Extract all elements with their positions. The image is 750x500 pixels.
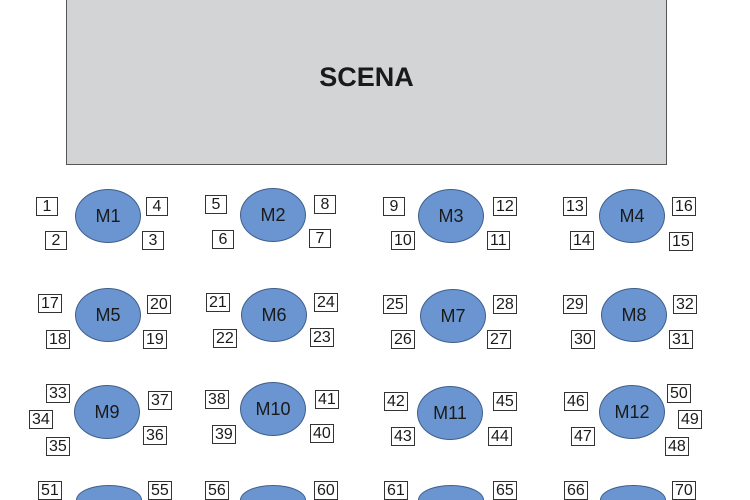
table-m1[interactable]: M1	[75, 189, 141, 243]
seat-40[interactable]: 40	[310, 424, 334, 443]
seat-42[interactable]: 42	[384, 392, 408, 411]
seat-33[interactable]: 33	[46, 384, 70, 403]
seat-43[interactable]: 43	[391, 427, 415, 446]
seat-44[interactable]: 44	[488, 427, 512, 446]
seat-55[interactable]: 55	[148, 481, 172, 500]
seat-37[interactable]: 37	[148, 391, 172, 410]
seat-11[interactable]: 11	[487, 231, 510, 250]
seat-25[interactable]: 25	[383, 295, 407, 314]
seat-19[interactable]: 19	[143, 330, 167, 349]
seat-5[interactable]: 5	[205, 195, 227, 214]
table-row4-4[interactable]	[600, 485, 666, 500]
seat-23[interactable]: 23	[310, 328, 334, 347]
seat-17[interactable]: 17	[38, 294, 62, 313]
seat-56[interactable]: 56	[205, 481, 229, 500]
seat-24[interactable]: 24	[314, 293, 338, 312]
seat-65[interactable]: 65	[493, 481, 517, 500]
seat-7[interactable]: 7	[309, 229, 331, 248]
seat-30[interactable]: 30	[571, 330, 595, 349]
seat-27[interactable]: 27	[487, 330, 511, 349]
seat-36[interactable]: 36	[143, 426, 167, 445]
seat-45[interactable]: 45	[493, 392, 517, 411]
seat-66[interactable]: 66	[564, 481, 588, 500]
seat-26[interactable]: 26	[391, 330, 415, 349]
seat-6[interactable]: 6	[212, 230, 234, 249]
table-m11[interactable]: M11	[417, 386, 483, 440]
seat-32[interactable]: 32	[673, 295, 697, 314]
seat-20[interactable]: 20	[147, 295, 171, 314]
seat-34[interactable]: 34	[29, 410, 53, 429]
table-m3[interactable]: M3	[418, 189, 484, 243]
seat-47[interactable]: 47	[571, 427, 595, 446]
seat-22[interactable]: 22	[213, 329, 237, 348]
seat-70[interactable]: 70	[672, 481, 696, 500]
table-m9[interactable]: M9	[74, 385, 140, 439]
seat-49[interactable]: 49	[678, 410, 702, 429]
table-m5[interactable]: M5	[75, 288, 141, 342]
table-m4[interactable]: M4	[599, 189, 665, 243]
table-row4-1[interactable]	[76, 485, 142, 500]
table-row4-2[interactable]	[240, 485, 306, 500]
seat-1[interactable]: 1	[36, 197, 58, 216]
seat-18[interactable]: 18	[46, 330, 70, 349]
seat-16[interactable]: 16	[672, 197, 696, 216]
seat-14[interactable]: 14	[570, 231, 594, 250]
table-row4-3[interactable]	[418, 485, 484, 500]
seat-9[interactable]: 9	[383, 197, 405, 216]
seat-48[interactable]: 48	[665, 437, 689, 456]
seat-51[interactable]: 51	[38, 481, 62, 500]
seat-29[interactable]: 29	[563, 295, 587, 314]
seat-3[interactable]: 3	[142, 231, 164, 250]
seat-12[interactable]: 12	[493, 197, 517, 216]
seat-39[interactable]: 39	[212, 425, 236, 444]
table-m8[interactable]: M8	[601, 288, 667, 342]
seat-46[interactable]: 46	[564, 392, 588, 411]
stage-label: SCENA	[319, 61, 414, 92]
stage: SCENA	[66, 0, 667, 165]
table-m12[interactable]: M12	[599, 385, 665, 439]
seat-4[interactable]: 4	[146, 197, 168, 216]
seat-38[interactable]: 38	[205, 390, 229, 409]
seat-60[interactable]: 60	[314, 481, 338, 500]
table-m10[interactable]: M10	[240, 382, 306, 436]
seat-15[interactable]: 15	[669, 232, 693, 251]
seat-13[interactable]: 13	[563, 197, 587, 216]
seat-61[interactable]: 61	[384, 481, 408, 500]
table-m7[interactable]: M7	[420, 289, 486, 343]
table-m2[interactable]: M2	[240, 188, 306, 242]
seat-50[interactable]: 50	[667, 384, 691, 403]
seat-31[interactable]: 31	[669, 330, 693, 349]
seat-41[interactable]: 41	[315, 390, 339, 409]
seat-35[interactable]: 35	[46, 437, 70, 456]
seat-10[interactable]: 10	[391, 231, 415, 250]
seat-8[interactable]: 8	[314, 195, 336, 214]
seat-2[interactable]: 2	[45, 231, 67, 250]
table-m6[interactable]: M6	[241, 288, 307, 342]
seat-21[interactable]: 21	[206, 293, 230, 312]
seat-28[interactable]: 28	[493, 295, 517, 314]
